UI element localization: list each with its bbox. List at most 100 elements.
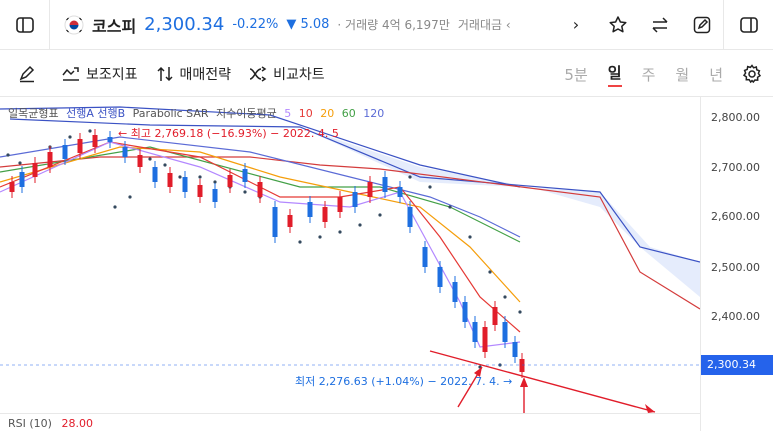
- swap-icon: [652, 16, 668, 33]
- trend-line: [429, 350, 656, 413]
- candle: [472, 322, 478, 342]
- korea-flag-icon: [64, 15, 84, 34]
- period-tab-day[interactable]: 일: [607, 62, 622, 87]
- chart-toolbar: 보조지표 매매전략 비교차트 5분 일 주 월 년: [0, 51, 773, 97]
- candle: [122, 147, 128, 157]
- candle: [272, 207, 278, 237]
- compare-label: 비교차트: [273, 66, 325, 83]
- compare-button[interactable]: 비교차트: [249, 64, 325, 84]
- legend-ma: 지수이동평균: [216, 107, 277, 120]
- sidebar-right-toggle-button[interactable]: [723, 0, 773, 50]
- rsi-panel: RSI (10) 28.00: [0, 413, 700, 431]
- candle: [242, 169, 248, 182]
- candle: [137, 155, 143, 167]
- current-price-tag: 2,300.34: [701, 355, 773, 375]
- axis-tick: 2,600.00: [711, 210, 760, 223]
- star-icon: [609, 15, 627, 32]
- ticker-amount: 거래대금 ‹: [457, 18, 511, 32]
- psar-dot: [468, 235, 472, 239]
- ticker-summary: 코스피 2,300.34 -0.22% ▼ 5.08 · 거래량 4억 6,19…: [50, 0, 555, 50]
- axis-tick: 2,400.00: [711, 310, 760, 323]
- psar-dot: [148, 157, 152, 161]
- psar-dot: [358, 223, 362, 227]
- period-tab-week[interactable]: 주: [641, 65, 656, 84]
- ma120-line: [0, 136, 521, 238]
- candle: [47, 152, 53, 167]
- psar-dot: [163, 163, 167, 167]
- candle: [197, 185, 203, 197]
- psar-dot: [178, 175, 182, 179]
- axis-tick: 2,500.00: [711, 261, 760, 274]
- low-annotation: 최저 2,276.63 (+1.04%) − 2022. 7. 4. →: [295, 375, 513, 388]
- psar-dot: [503, 295, 507, 299]
- candle: [519, 359, 525, 372]
- candle: [227, 175, 233, 187]
- psar-dot: [243, 190, 247, 194]
- candlestick-chart[interactable]: [0, 97, 700, 413]
- legend-psar: Parabolic SAR: [132, 107, 209, 120]
- candle: [452, 282, 458, 302]
- sidebar-toggle-button[interactable]: [0, 0, 50, 50]
- psar-dot: [298, 240, 302, 244]
- strategy-button[interactable]: 매매전략: [156, 64, 231, 84]
- draw-tool-button[interactable]: [18, 65, 36, 83]
- candle: [92, 135, 98, 147]
- ticker-change-abs: ▼ 5.08: [286, 17, 330, 32]
- candle: [407, 207, 413, 227]
- period-tabs: 5분 일 주 월 년: [564, 51, 723, 97]
- panel-left-icon: [15, 16, 34, 33]
- pointer-arrow-head: [520, 377, 528, 387]
- psar-dot: [338, 230, 342, 234]
- psar-dot: [18, 161, 22, 165]
- psar-dot: [378, 213, 382, 217]
- more-button[interactable]: ›: [555, 0, 597, 50]
- psar-dot: [213, 180, 217, 184]
- candle: [182, 177, 188, 192]
- ma20-line: [0, 146, 521, 303]
- compare-icon: [249, 65, 267, 82]
- legend-senkou: 선행A 선행B: [66, 107, 126, 120]
- edit-icon: [693, 16, 711, 33]
- ma5-line: [0, 141, 521, 348]
- candle: [337, 197, 343, 212]
- ichimoku-cloud: [270, 117, 700, 297]
- senkou-line-b: [9, 118, 700, 263]
- period-tab-5min[interactable]: 5분: [564, 65, 588, 84]
- candle: [307, 202, 313, 217]
- high-annotation: ← 최고 2,769.18 (−16.93%) − 2022. 4. 5: [118, 127, 339, 140]
- candle: [502, 322, 508, 342]
- indicators-button[interactable]: 보조지표: [62, 64, 138, 84]
- senkou-line-a: [0, 106, 521, 188]
- period-tab-year[interactable]: 년: [709, 65, 723, 84]
- edit-button[interactable]: [681, 0, 723, 50]
- candle: [19, 172, 25, 187]
- ticker-price: 2,300.34: [144, 14, 225, 35]
- gear-icon: [742, 64, 762, 84]
- pointer-arrow-head: [474, 367, 482, 377]
- kijun-line: [0, 156, 700, 310]
- favorite-button[interactable]: [597, 0, 639, 50]
- switch-button[interactable]: [639, 0, 681, 50]
- candle: [257, 182, 263, 197]
- candle: [77, 139, 83, 153]
- candle: [32, 163, 38, 177]
- ticker-volume: · 거래량 4억 6,197만: [337, 18, 450, 32]
- trend-arrow-head: [645, 404, 655, 413]
- legend-ma20: 20: [320, 107, 335, 120]
- legend-ichimoku: 일목균형표: [8, 107, 59, 120]
- candle: [367, 182, 373, 197]
- top-bar: 코스피 2,300.34 -0.22% ▼ 5.08 · 거래량 4억 6,19…: [0, 0, 773, 50]
- psar-dot: [128, 195, 132, 199]
- settings-button[interactable]: [731, 51, 773, 97]
- axis-tick: 2,700.00: [711, 161, 760, 174]
- psar-dot: [448, 205, 452, 209]
- period-tab-month[interactable]: 월: [675, 65, 690, 84]
- psar-dot: [318, 235, 322, 239]
- candle: [212, 189, 218, 202]
- psar-dot: [518, 310, 522, 314]
- candle: [397, 187, 403, 197]
- price-chart[interactable]: 일목균형표 선행A 선행B Parabolic SAR 지수이동평균 5 10 …: [0, 97, 773, 431]
- psar-dot: [428, 185, 432, 189]
- psar-dot: [88, 129, 92, 133]
- rsi-value: 28.00: [61, 417, 93, 430]
